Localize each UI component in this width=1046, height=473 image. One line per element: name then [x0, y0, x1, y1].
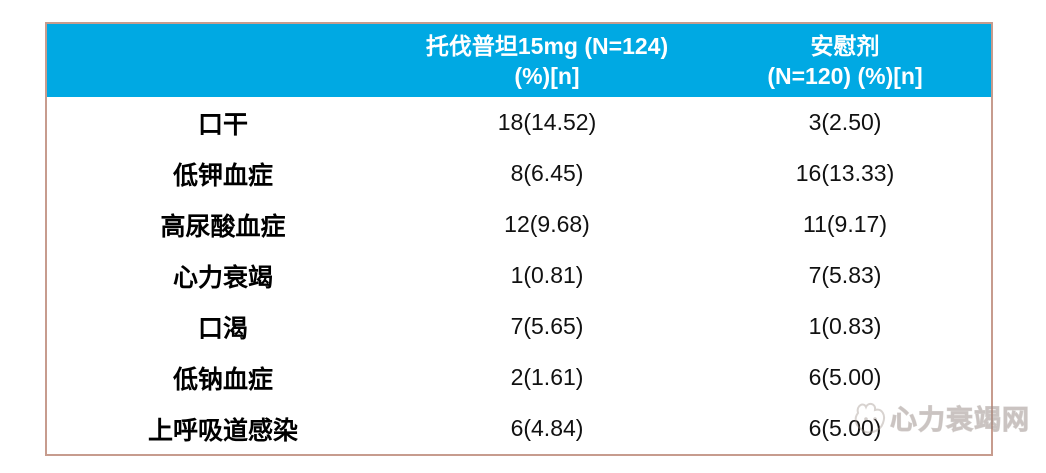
- row-label: 低钾血症: [172, 161, 273, 190]
- placebo-value: 6(5.00): [808, 364, 882, 390]
- header-cell-placebo: 安慰剂 (N=120) (%)[n]: [767, 32, 923, 89]
- placebo-value: 3(2.50): [808, 109, 882, 135]
- table-row: 低钠血症 2(1.61) 6(5.00): [47, 352, 995, 403]
- drug-value: 2(1.61): [510, 364, 584, 390]
- table-row: 心力衰竭 1(0.81) 7(5.83): [47, 250, 995, 301]
- row-label: 口干: [197, 110, 248, 139]
- row-label: 高尿酸血症: [160, 212, 286, 241]
- row-label: 口渴: [197, 314, 248, 343]
- drug-value: 6(4.84): [510, 415, 584, 441]
- placebo-value: 1(0.83): [808, 313, 882, 339]
- row-label: 低钠血症: [172, 365, 273, 394]
- table-row: 高尿酸血症 12(9.68) 11(9.17): [47, 199, 995, 250]
- header-cell-tolvaptan: 托伐普坦15mg (N=124) (%)[n]: [425, 32, 669, 89]
- drug-value: 7(5.65): [510, 313, 584, 339]
- table-row: 口干 18(14.52) 3(2.50): [47, 97, 995, 148]
- table-body: 口干 18(14.52) 3(2.50) 低钾血症 8(6.45) 16(13.…: [47, 97, 991, 454]
- drug-value: 18(14.52): [497, 109, 597, 135]
- placebo-value: 16(13.33): [795, 160, 895, 186]
- table-header-row: 托伐普坦15mg (N=124) (%)[n] 安慰剂 (N=120) (%)[…: [47, 24, 991, 97]
- placebo-value: 6(5.00): [808, 415, 882, 441]
- row-label: 心力衰竭: [172, 263, 273, 292]
- adverse-events-table: 托伐普坦15mg (N=124) (%)[n] 安慰剂 (N=120) (%)[…: [45, 22, 993, 456]
- row-label: 上呼吸道感染: [147, 416, 298, 445]
- table-row: 上呼吸道感染 6(4.84) 6(5.00): [47, 403, 995, 454]
- placebo-value: 11(9.17): [803, 211, 887, 237]
- drug-value: 8(6.45): [510, 160, 584, 186]
- table-row: 低钾血症 8(6.45) 16(13.33): [47, 148, 995, 199]
- table-row: 口渴 7(5.65) 1(0.83): [47, 301, 995, 352]
- drug-value: 1(0.81): [510, 262, 584, 288]
- placebo-value: 7(5.83): [808, 262, 882, 288]
- drug-value: 12(9.68): [504, 211, 590, 237]
